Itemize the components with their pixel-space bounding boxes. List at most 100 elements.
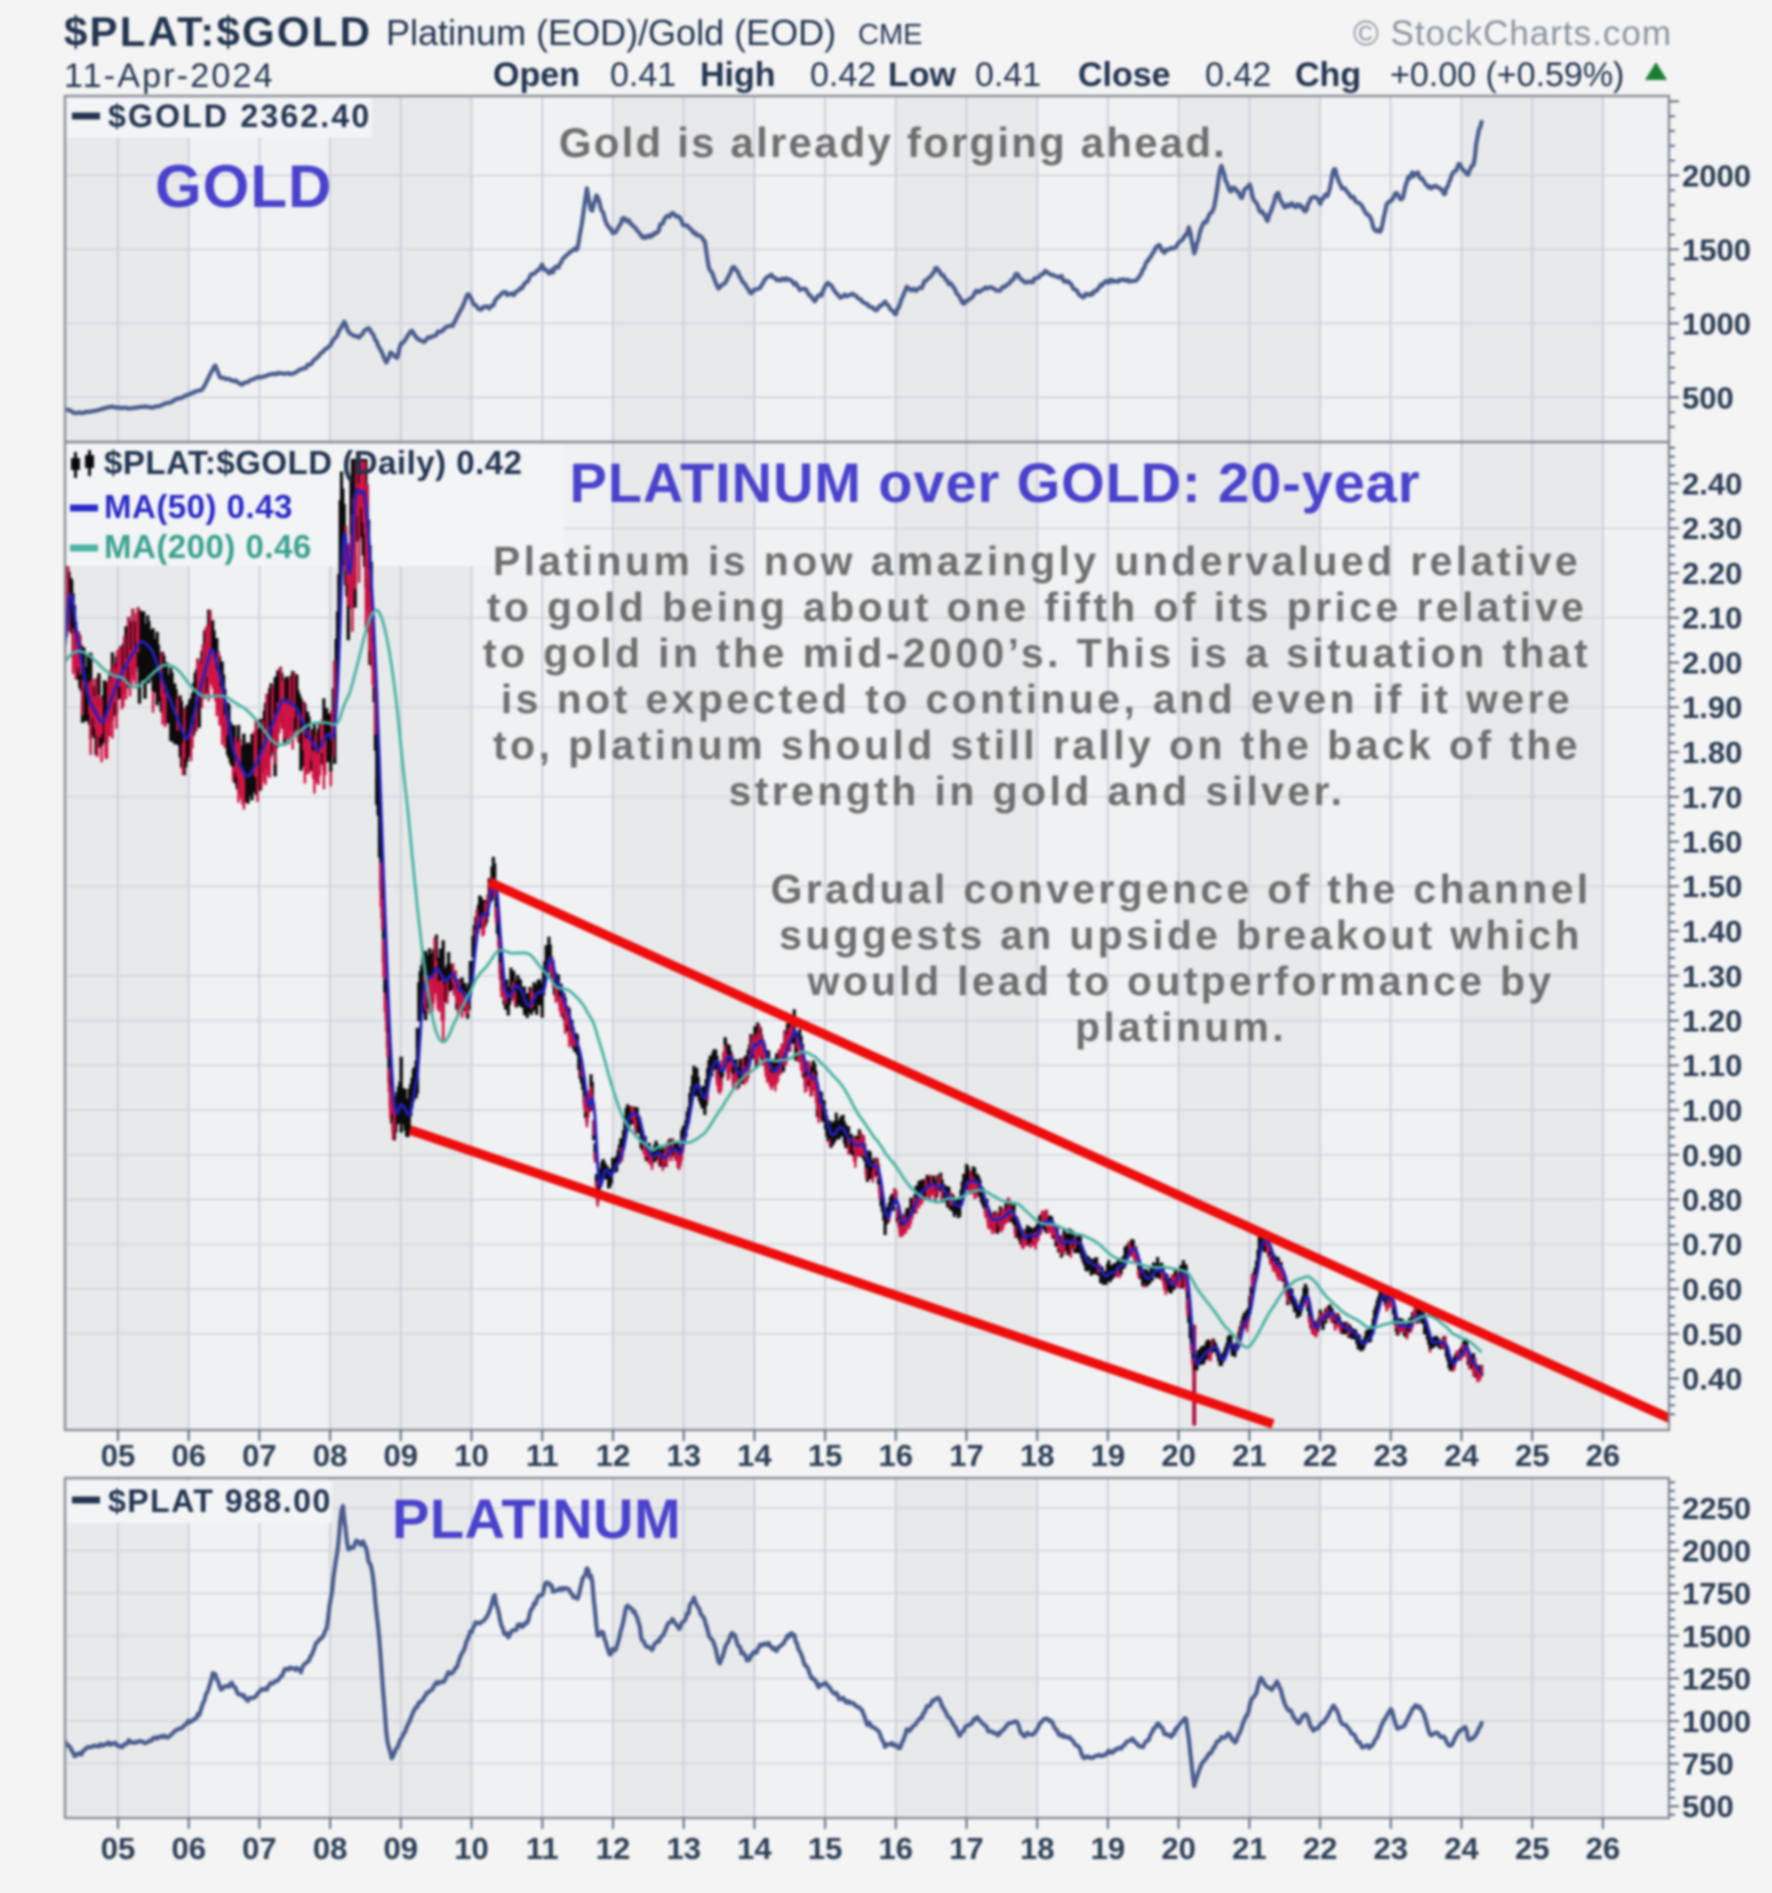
svg-text:18: 18	[1020, 1438, 1054, 1473]
svg-text:1.70: 1.70	[1682, 780, 1742, 815]
svg-text:10: 10	[454, 1438, 488, 1473]
svg-text:15: 15	[808, 1831, 842, 1866]
svg-text:05: 05	[101, 1831, 135, 1866]
svg-text:0.90: 0.90	[1682, 1138, 1742, 1173]
svg-text:20: 20	[1161, 1831, 1195, 1866]
svg-text:PLATINUM: PLATINUM	[392, 1487, 681, 1550]
svg-text:2.40: 2.40	[1682, 467, 1742, 502]
svg-text:1.60: 1.60	[1682, 825, 1742, 860]
svg-text:06: 06	[171, 1438, 205, 1473]
svg-text:Platinum (EOD)/Gold (EOD): Platinum (EOD)/Gold (EOD)	[386, 12, 836, 53]
svg-text:12: 12	[596, 1438, 630, 1473]
svg-text:CME: CME	[858, 19, 922, 51]
svg-text:$PLAT 988.00: $PLAT 988.00	[108, 1483, 332, 1519]
svg-text:24: 24	[1444, 1831, 1479, 1866]
svg-text:750: 750	[1682, 1747, 1734, 1782]
svg-text:0.41: 0.41	[610, 56, 676, 94]
svg-text:Gold is already forging ahead.: Gold is already forging ahead.	[559, 119, 1227, 166]
svg-text:08: 08	[313, 1831, 347, 1866]
svg-text:06: 06	[171, 1831, 205, 1866]
svg-text:23: 23	[1374, 1438, 1408, 1473]
svg-text:500: 500	[1682, 1789, 1734, 1824]
svg-text:11-Apr-2024: 11-Apr-2024	[64, 57, 275, 95]
svg-text:14: 14	[737, 1831, 772, 1866]
svg-text:1.10: 1.10	[1682, 1048, 1742, 1083]
svg-text:2.30: 2.30	[1682, 511, 1742, 546]
svg-text:Chg: Chg	[1295, 56, 1361, 94]
svg-text:0.42: 0.42	[810, 56, 876, 94]
svg-text:0.80: 0.80	[1682, 1183, 1742, 1218]
svg-text:1.50: 1.50	[1682, 869, 1742, 904]
svg-text:08: 08	[313, 1438, 347, 1473]
svg-text:12: 12	[596, 1831, 630, 1866]
svg-text:1500: 1500	[1682, 232, 1751, 267]
svg-text:$GOLD 2362.40: $GOLD 2362.40	[108, 98, 371, 134]
svg-text:is not expected to continue, a: is not expected to continue, and even if…	[501, 676, 1573, 722]
svg-text:21: 21	[1232, 1831, 1266, 1866]
svg-text:21: 21	[1232, 1438, 1266, 1473]
svg-text:10: 10	[454, 1831, 488, 1866]
svg-text:1000: 1000	[1682, 306, 1751, 341]
svg-text:2.10: 2.10	[1682, 601, 1742, 636]
svg-text:20: 20	[1161, 1438, 1195, 1473]
svg-text:0.42: 0.42	[1205, 56, 1271, 94]
svg-text:1.00: 1.00	[1682, 1093, 1742, 1128]
svg-text:0.50: 0.50	[1682, 1317, 1742, 1352]
svg-text:22: 22	[1303, 1831, 1337, 1866]
svg-text:Low: Low	[888, 56, 957, 94]
svg-text:500: 500	[1682, 380, 1734, 415]
svg-text:1.20: 1.20	[1682, 1004, 1742, 1039]
svg-text:suggests an upside breakout wh: suggests an upside breakout which	[779, 912, 1583, 958]
svg-text:07: 07	[242, 1438, 276, 1473]
svg-text:18: 18	[1020, 1831, 1054, 1866]
svg-text:Gradual convergence of the cha: Gradual convergence of the channel	[771, 866, 1592, 912]
svg-text:1750: 1750	[1682, 1576, 1751, 1611]
svg-text:13: 13	[666, 1438, 700, 1473]
svg-text:16: 16	[879, 1831, 913, 1866]
svg-text:MA(200) 0.46: MA(200) 0.46	[104, 528, 312, 565]
svg-text:Platinum is now amazingly unde: Platinum is now amazingly undervalued re…	[493, 538, 1581, 584]
svg-text:2.20: 2.20	[1682, 556, 1742, 591]
svg-text:17: 17	[949, 1831, 983, 1866]
svg-text:15: 15	[808, 1438, 842, 1473]
svg-text:1.30: 1.30	[1682, 959, 1742, 994]
svg-text:1.80: 1.80	[1682, 735, 1742, 770]
svg-text:to gold in the mid-2000’s. Thi: to gold in the mid-2000’s. This is a sit…	[483, 630, 1591, 676]
svg-text:2000: 2000	[1682, 158, 1751, 193]
svg-text:0.41: 0.41	[975, 56, 1041, 94]
svg-text:11: 11	[526, 1831, 559, 1866]
svg-text:25: 25	[1515, 1831, 1549, 1866]
svg-text:2250: 2250	[1682, 1491, 1751, 1526]
svg-text:1.90: 1.90	[1682, 690, 1742, 725]
svg-text:26: 26	[1586, 1831, 1620, 1866]
svg-text:$PLAT:$GOLD (Daily) 0.42: $PLAT:$GOLD (Daily) 0.42	[104, 444, 523, 481]
svg-text:2.00: 2.00	[1682, 646, 1742, 681]
svg-text:strength in gold and silver.: strength in gold and silver.	[729, 768, 1346, 814]
svg-text:19: 19	[1091, 1438, 1125, 1473]
svg-text:1250: 1250	[1682, 1661, 1751, 1696]
svg-text:would lead to outperformance b: would lead to outperformance by	[807, 958, 1555, 1004]
svg-text:22: 22	[1303, 1438, 1337, 1473]
svg-text:Close: Close	[1078, 56, 1171, 94]
svg-text:0.60: 0.60	[1682, 1272, 1742, 1307]
svg-text:13: 13	[666, 1831, 700, 1866]
svg-text:09: 09	[384, 1438, 418, 1473]
svg-text:to gold being about one fifth: to gold being about one fifth of its pri…	[487, 584, 1587, 630]
svg-text:High: High	[700, 56, 776, 94]
svg-text:23: 23	[1374, 1831, 1408, 1866]
svg-text:+0.00 (+0.59%): +0.00 (+0.59%)	[1390, 56, 1624, 94]
svg-text:to, platinum should still rall: to, platinum should still rally on the b…	[493, 722, 1581, 768]
svg-text:16: 16	[879, 1438, 913, 1473]
svg-text:© StockCharts.com: © StockCharts.com	[1353, 14, 1672, 53]
svg-text:05: 05	[101, 1438, 135, 1473]
svg-text:25: 25	[1515, 1438, 1549, 1473]
svg-text:$PLAT:$GOLD: $PLAT:$GOLD	[64, 8, 372, 55]
svg-text:0.70: 0.70	[1682, 1227, 1742, 1262]
svg-text:2000: 2000	[1682, 1534, 1751, 1569]
svg-text:24: 24	[1444, 1438, 1479, 1473]
svg-text:09: 09	[384, 1831, 418, 1866]
svg-text:11: 11	[526, 1438, 559, 1473]
svg-text:platinum.: platinum.	[1075, 1004, 1287, 1050]
svg-text:1000: 1000	[1682, 1704, 1751, 1739]
svg-text:19: 19	[1091, 1831, 1125, 1866]
